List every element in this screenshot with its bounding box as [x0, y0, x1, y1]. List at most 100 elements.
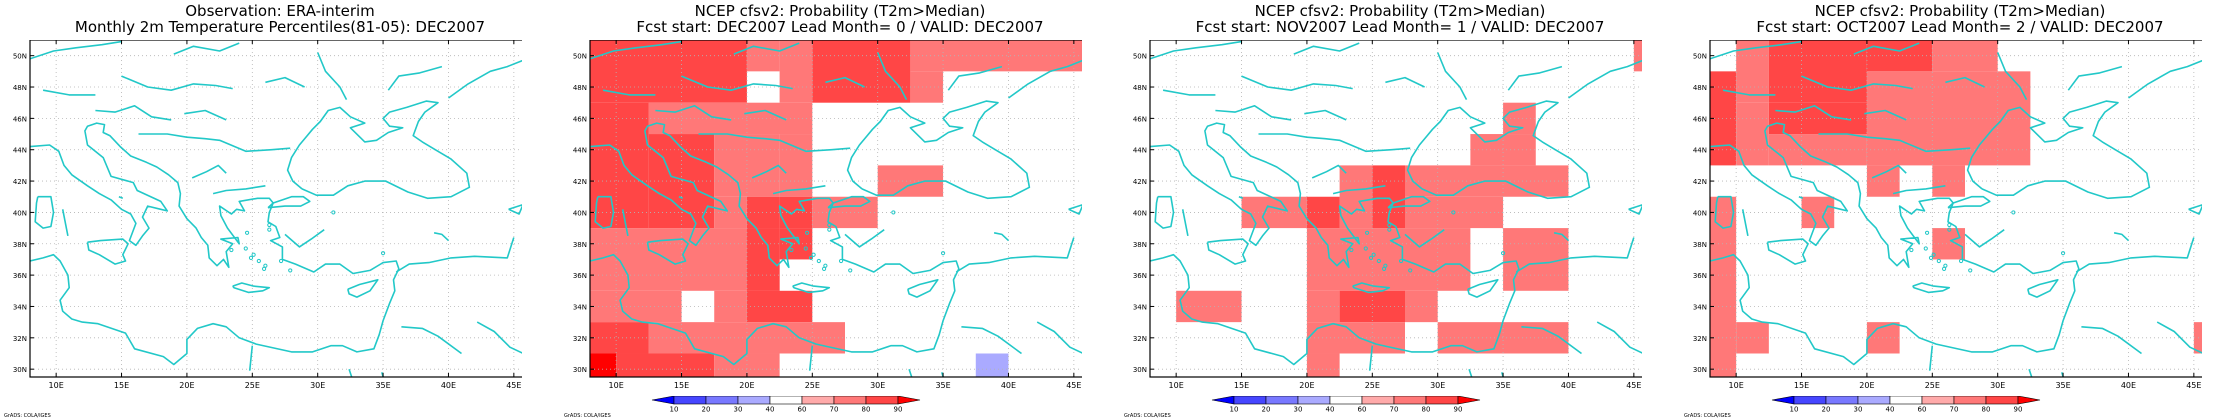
coastline: [1385, 76, 1425, 88]
island: [838, 258, 844, 264]
lat-tick-label: 40N: [1133, 209, 1147, 217]
coastline: [1710, 40, 1802, 60]
island: [811, 252, 816, 257]
probability-cell: [2128, 165, 2162, 197]
island: [278, 258, 284, 264]
coastline: [286, 100, 471, 200]
lat-tick-label: 42N: [573, 178, 587, 186]
panel-title-line2: Fcst start: DEC2007 Lead Month= 0 / VALI…: [636, 18, 1044, 36]
island: [848, 268, 853, 273]
island: [1363, 246, 1368, 251]
lat-tick-label: 30N: [573, 366, 587, 374]
colorbar-label: 20: [702, 406, 711, 413]
lon-tick-label: 10E: [49, 381, 64, 390]
colorbar-segment: [1425, 396, 1459, 405]
coastline: [590, 122, 960, 366]
lon-tick-label: 40E: [2121, 381, 2136, 390]
lon-tick-label: 40E: [1561, 381, 1576, 390]
colorbar-label: 10: [1230, 406, 1239, 413]
lon-tick-label: 45E: [1626, 381, 1641, 390]
lat-tick-label: 40N: [573, 209, 587, 217]
coastline: [1206, 238, 1249, 265]
panel-title-line1: Observation: ERA-interim: [185, 2, 375, 20]
colorbar-label: 90: [2014, 406, 2023, 413]
island: [380, 251, 386, 256]
lon-tick-label: 35E: [375, 381, 390, 390]
island: [1947, 222, 1952, 228]
coastline: [121, 75, 233, 91]
colorbar-label: 40: [1326, 406, 1335, 413]
coastline: [1036, 321, 1082, 354]
coastline: [1568, 59, 1642, 99]
lat-tick-label: 38N: [13, 241, 27, 249]
coastline: [1928, 345, 1934, 371]
probability-cell: [746, 228, 780, 291]
island: [789, 247, 794, 253]
probability-cell: [1736, 322, 1769, 354]
coastline: [1892, 185, 1946, 195]
island: [1958, 258, 1964, 264]
coastline: [792, 282, 831, 294]
map-plot: 10E 15E 20E 25E 30E 35E 40E 45E 30N 32N 34N 36N 38N 4…: [573, 40, 1082, 390]
lat-tick-label: 34N: [573, 303, 587, 311]
island: [891, 210, 896, 215]
island: [256, 258, 261, 264]
probability-cell: [1768, 40, 1867, 103]
lon-tick-label: 10E: [609, 381, 624, 390]
lat-tick-label: 38N: [1693, 241, 1707, 249]
grads-credit: GrADS: COLA/IGES: [1684, 413, 1731, 419]
coastline: [118, 195, 124, 200]
coastline: [1068, 204, 1082, 215]
lat-tick-label: 44N: [573, 147, 587, 155]
island: [827, 227, 832, 232]
coastline: [1304, 109, 1347, 121]
probability-cell: [779, 134, 813, 197]
island: [267, 222, 272, 228]
coastline: [825, 76, 865, 88]
colorbar-segment: [801, 396, 835, 405]
probability-cell: [590, 290, 682, 323]
lat-tick-label: 32N: [573, 335, 587, 343]
coastline: [191, 164, 227, 179]
coastline: [681, 75, 793, 91]
lon-tick-label: 25E: [1365, 381, 1380, 390]
coastline: [698, 133, 851, 153]
colorbar-label: 90: [894, 406, 903, 413]
probability-cell: [2128, 353, 2162, 377]
probability-cell: [2095, 228, 2129, 260]
probability-cell: [2030, 259, 2162, 291]
coastline: [993, 232, 1010, 242]
coastline: [590, 40, 682, 60]
probability-cell: [1306, 228, 1471, 291]
lon-tick-label: 25E: [1925, 381, 1940, 390]
coastline: [1154, 195, 1175, 229]
coastline: [1436, 52, 1468, 100]
probability-cell: [746, 290, 813, 323]
island: [1364, 230, 1370, 235]
coastline: [744, 109, 787, 121]
coastline: [1008, 59, 1082, 99]
coastline: [1818, 133, 1971, 153]
colorbar-label: 70: [1950, 406, 1959, 413]
probability-cell: [1768, 134, 1867, 166]
map-panel-1: Observation: ERA-interim Monthly 2m Tempe…: [0, 0, 560, 420]
island: [1931, 252, 1936, 257]
colorbar-segment: [865, 396, 899, 405]
coastline: [1293, 42, 1360, 55]
lat-tick-label: 38N: [1133, 241, 1147, 249]
coastline: [1775, 105, 1852, 121]
colorbar-segment: [1265, 396, 1299, 405]
map-frame: [589, 40, 1082, 378]
panel-title-line1: NCEP cfsv2: Probability (T2m>Median): [694, 2, 986, 20]
coastline: [2128, 59, 2202, 99]
colorbar-label: 70: [830, 406, 839, 413]
coastline: [267, 195, 311, 209]
colorbar-segment: [1953, 396, 1987, 405]
lon-tick-label: 30E: [1430, 381, 1445, 390]
coastline: [1311, 164, 1347, 179]
island: [821, 266, 827, 271]
colorbar-label: 20: [1822, 406, 1831, 413]
probability-cell: [1306, 353, 1340, 377]
coastline: [827, 195, 871, 209]
probability-cell: [1339, 290, 1405, 323]
